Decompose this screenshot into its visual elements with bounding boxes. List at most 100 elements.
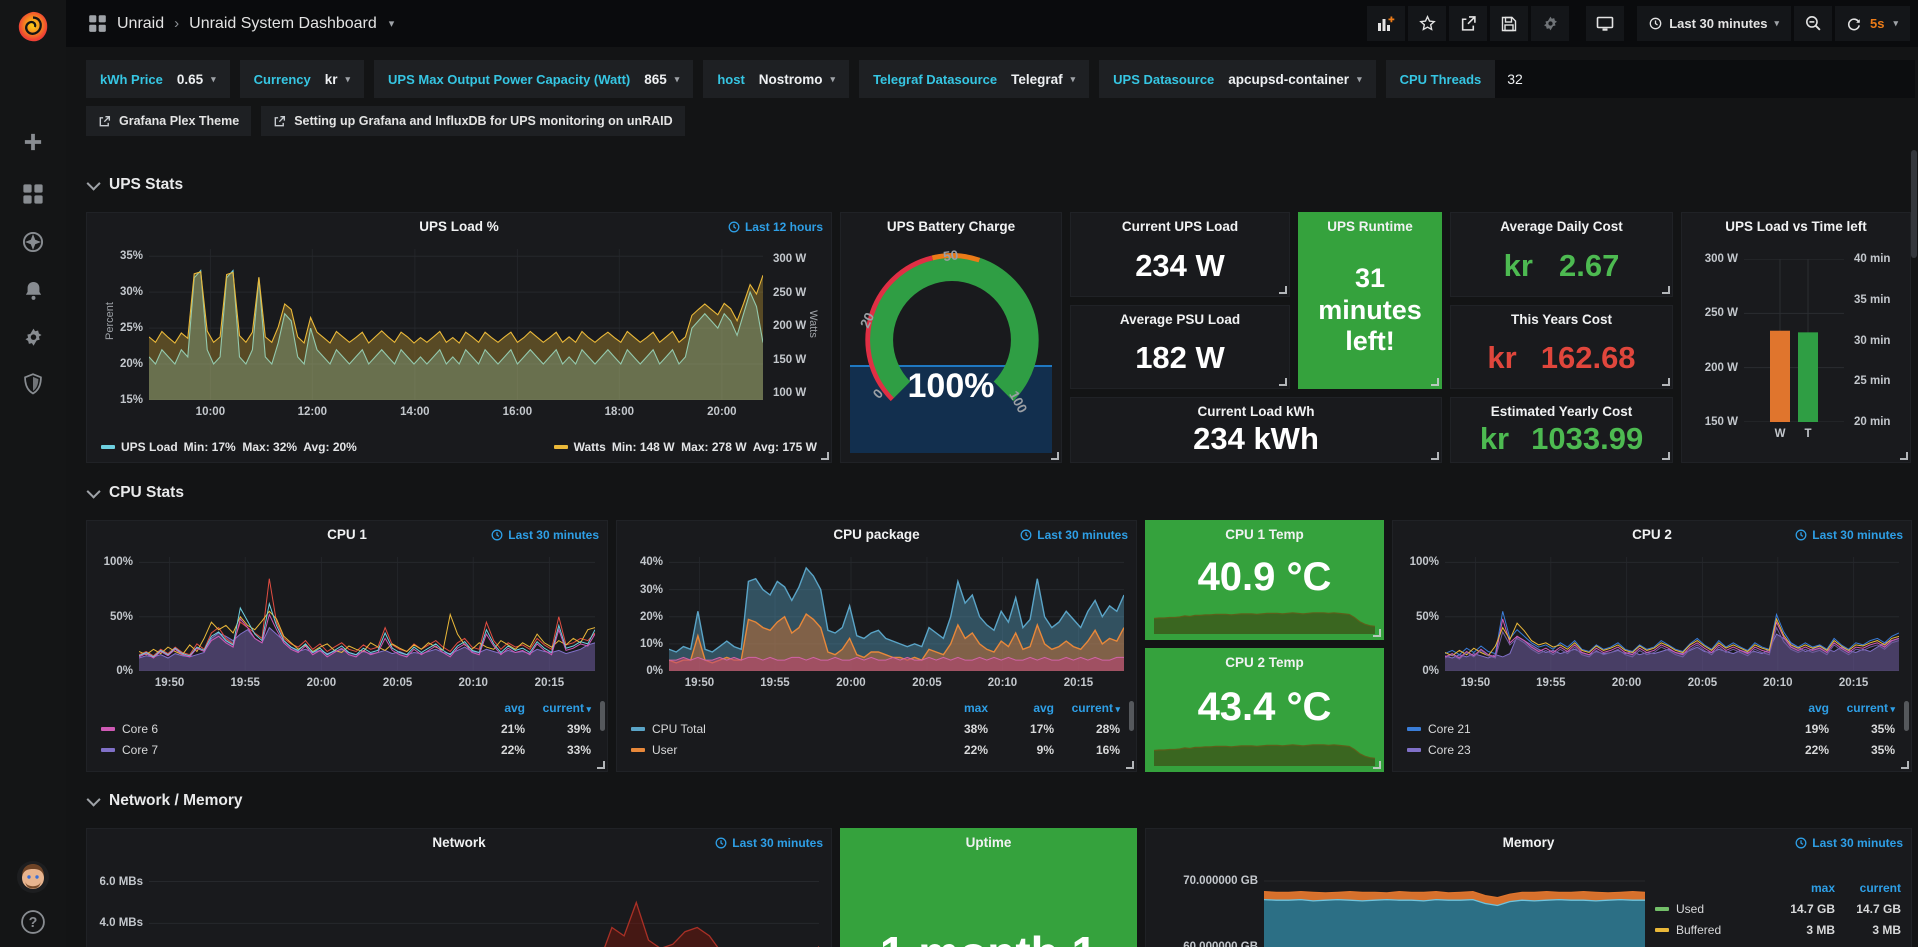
legend-column-max[interactable]: max <box>1769 881 1835 895</box>
variable-value[interactable]: apcupsd-container▾ <box>1228 72 1375 87</box>
legend-scrollbar[interactable] <box>1904 701 1909 731</box>
panel-title[interactable]: This Years Cost <box>1451 312 1672 327</box>
panel-title[interactable]: Current Load kWh <box>1071 404 1441 419</box>
variable-currency[interactable]: Currencykr▾ <box>240 60 364 98</box>
panel-time-override[interactable]: Last 30 minutes <box>715 836 823 850</box>
ups-load-chart[interactable] <box>149 249 763 400</box>
share-button[interactable] <box>1449 6 1487 41</box>
section-cpu-stats[interactable]: CPU Stats <box>90 484 184 502</box>
help-icon[interactable]: ? <box>0 900 66 944</box>
star-button[interactable] <box>1408 6 1446 41</box>
panel-time-override[interactable]: Last 30 minutes <box>491 528 599 542</box>
panel-title[interactable]: Estimated Yearly Cost <box>1451 404 1672 419</box>
refresh-interval-label[interactable]: 5s <box>1870 16 1884 31</box>
panel-title[interactable]: Average Daily Cost <box>1451 219 1672 234</box>
legend-series-name[interactable]: CPU Total <box>631 722 922 736</box>
legend-item[interactable]: UPS LoadMin: 17% Max: 32% Avg: 20% <box>101 440 357 454</box>
section-network-memory[interactable]: Network / Memory <box>90 792 243 810</box>
legend-column-current[interactable]: current ▾ <box>525 701 591 715</box>
panel-title[interactable]: UPS Runtime <box>1299 219 1441 234</box>
legend-series-name[interactable]: Core 21 <box>1407 722 1763 736</box>
cpu1-chart[interactable] <box>139 557 595 671</box>
network-chart[interactable] <box>149 869 819 947</box>
refresh-button[interactable]: 5s ▾ <box>1835 6 1910 41</box>
panel-title[interactable]: Average PSU Load <box>1071 312 1289 327</box>
panel-title[interactable]: CPU 1 Temp <box>1146 527 1383 542</box>
legend-series-name[interactable]: Core 23 <box>1407 743 1763 757</box>
grafana-logo[interactable] <box>0 6 66 48</box>
panel-title[interactable]: Current UPS Load <box>1071 219 1289 234</box>
cpu2-chart[interactable] <box>1445 557 1899 671</box>
create-icon[interactable] <box>0 120 66 164</box>
legend-column-current[interactable]: current ▾ <box>1829 701 1895 715</box>
panel-title[interactable]: UPS Battery Charge <box>841 219 1061 234</box>
panel-title[interactable]: Uptime <box>841 835 1136 850</box>
memory-chart[interactable] <box>1264 871 1645 947</box>
variable-value[interactable]: 0.65▾ <box>177 72 230 87</box>
alerting-icon[interactable] <box>0 268 66 312</box>
series-swatch <box>554 445 568 449</box>
panel-time-override[interactable]: Last 30 minutes <box>1795 836 1903 850</box>
panel-time-override[interactable]: Last 12 hours <box>728 220 823 234</box>
legend-scrollbar[interactable] <box>600 701 605 731</box>
legend-column-current[interactable]: current ▾ <box>1054 701 1120 715</box>
panel-title[interactable]: CPU 2 Temp <box>1146 655 1383 670</box>
breadcrumb-folder[interactable]: Unraid <box>117 15 164 33</box>
time-range-picker[interactable]: Last 30 minutes ▾ <box>1637 6 1791 41</box>
dashboard-caret-icon[interactable]: ▾ <box>389 17 395 30</box>
legend-series-name[interactable]: Used <box>1655 902 1769 916</box>
panel-title[interactable]: UPS Load % <box>87 219 831 234</box>
legend-column-max[interactable]: max <box>922 701 988 715</box>
dashboard-settings-button[interactable] <box>1531 6 1569 41</box>
variable-value[interactable]: 865▾ <box>644 72 693 87</box>
configuration-icon[interactable] <box>0 314 66 358</box>
cpu-package-chart[interactable] <box>669 557 1124 671</box>
legend-scrollbar[interactable] <box>1129 701 1134 731</box>
avatar[interactable] <box>0 855 66 899</box>
variable-input[interactable] <box>1495 60 1915 98</box>
series-swatch <box>1407 727 1421 731</box>
stat-value: 182 W <box>1071 332 1289 384</box>
section-title: CPU Stats <box>109 484 184 502</box>
legend-column-avg[interactable]: avg <box>988 701 1054 715</box>
section-ups-stats[interactable]: UPS Stats <box>90 176 183 194</box>
link-label: Grafana Plex Theme <box>119 114 239 128</box>
legend-series-name[interactable]: User <box>631 743 922 757</box>
variable-value[interactable]: Telegraf▾ <box>1011 72 1089 87</box>
cycle-view-mode-button[interactable] <box>1586 6 1624 41</box>
dashboard-grid-icon[interactable] <box>88 14 107 33</box>
server-admin-icon[interactable] <box>0 362 66 406</box>
legend-item[interactable]: WattsMin: 148 W Max: 278 W Avg: 175 W <box>554 440 817 454</box>
dashboards-icon[interactable] <box>0 172 66 216</box>
variable-host[interactable]: hostNostromo▾ <box>703 60 849 98</box>
add-panel-button[interactable] <box>1367 6 1405 41</box>
legend-column-avg[interactable]: avg <box>459 701 525 715</box>
explore-icon[interactable] <box>0 220 66 264</box>
variable-ups-max-output[interactable]: UPS Max Output Power Capacity (Watt)865▾ <box>374 60 693 98</box>
dashboard-title[interactable]: Unraid System Dashboard <box>189 15 377 33</box>
chevron-down-icon: ▾ <box>1357 74 1362 85</box>
legend-column-avg[interactable]: avg <box>1763 701 1829 715</box>
panel-time-override[interactable]: Last 30 minutes <box>1795 528 1903 542</box>
variable-kwh-price[interactable]: kWh Price0.65▾ <box>86 60 230 98</box>
variable-value[interactable]: kr▾ <box>325 72 364 87</box>
legend-series-name[interactable]: Core 6 <box>101 722 459 736</box>
legend-series-name[interactable]: Core 7 <box>101 743 459 757</box>
dashboard-link-ups-monitoring-guide[interactable]: Setting up Grafana and InfluxDB for UPS … <box>261 106 684 136</box>
variable-telegraf-datasource[interactable]: Telegraf DatasourceTelegraf▾ <box>859 60 1089 98</box>
legend-row: Core 722%33% <box>101 739 591 760</box>
variable-ups-datasource[interactable]: UPS Datasourceapcupsd-container▾ <box>1099 60 1375 98</box>
stat-value: 1 month 1 <box>841 889 1136 947</box>
legend-series-name[interactable]: Buffered <box>1655 923 1769 937</box>
legend-column-current[interactable]: current <box>1835 881 1901 895</box>
page-scrollbar[interactable] <box>1911 150 1917 258</box>
variable-cpu-threads[interactable]: CPU Threads <box>1386 60 1916 98</box>
save-button[interactable] <box>1490 6 1528 41</box>
ups-bars-chart[interactable] <box>1744 259 1844 422</box>
variable-value[interactable]: Nostromo▾ <box>759 72 849 87</box>
panel-time-override[interactable]: Last 30 minutes <box>1020 528 1128 542</box>
dashboard-link-grafana-plex-theme[interactable]: Grafana Plex Theme <box>86 106 251 136</box>
zoom-out-button[interactable] <box>1794 6 1832 41</box>
y-axis-left: 0%50%100% <box>1393 557 1439 671</box>
panel-title[interactable]: UPS Load vs Time left <box>1682 219 1910 234</box>
